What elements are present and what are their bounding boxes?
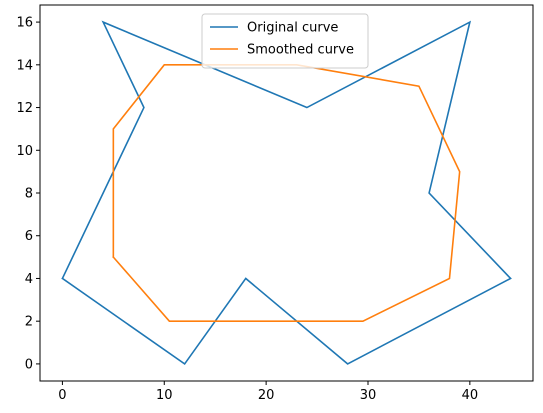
y-tick-label: 16 [16, 16, 33, 31]
x-tick-label: 40 [462, 388, 479, 403]
series-line-original-curve [61, 20, 512, 366]
y-tick-label: 4 [25, 272, 33, 287]
legend-box [201, 13, 369, 69]
x-tick-label: 10 [156, 388, 173, 403]
y-axis-ticks: 0 2 4 6 8 10 12 14 16 [16, 16, 40, 372]
legend-label-original-curve: Original curve [247, 21, 338, 36]
y-tick-label: 10 [16, 144, 33, 159]
y-tick-label: 6 [25, 229, 33, 244]
x-tick-label: 30 [360, 388, 377, 403]
series-line-smoothed-curve [112, 64, 461, 322]
y-tick-label: 8 [25, 187, 33, 202]
x-tick-label: 20 [258, 388, 275, 403]
x-axis-ticks: 0 10 20 30 40 [58, 381, 478, 403]
legend: Original curve Smoothed curve [201, 13, 369, 69]
y-tick-label: 0 [25, 357, 33, 372]
legend-label-smoothed-curve: Smoothed curve [247, 43, 354, 58]
series-layer [61, 20, 512, 366]
y-tick-label: 14 [16, 58, 33, 73]
x-tick-label: 0 [58, 388, 66, 403]
axes-frame [39, 4, 534, 382]
y-tick-label: 2 [25, 315, 33, 330]
y-tick-label: 12 [16, 101, 33, 116]
